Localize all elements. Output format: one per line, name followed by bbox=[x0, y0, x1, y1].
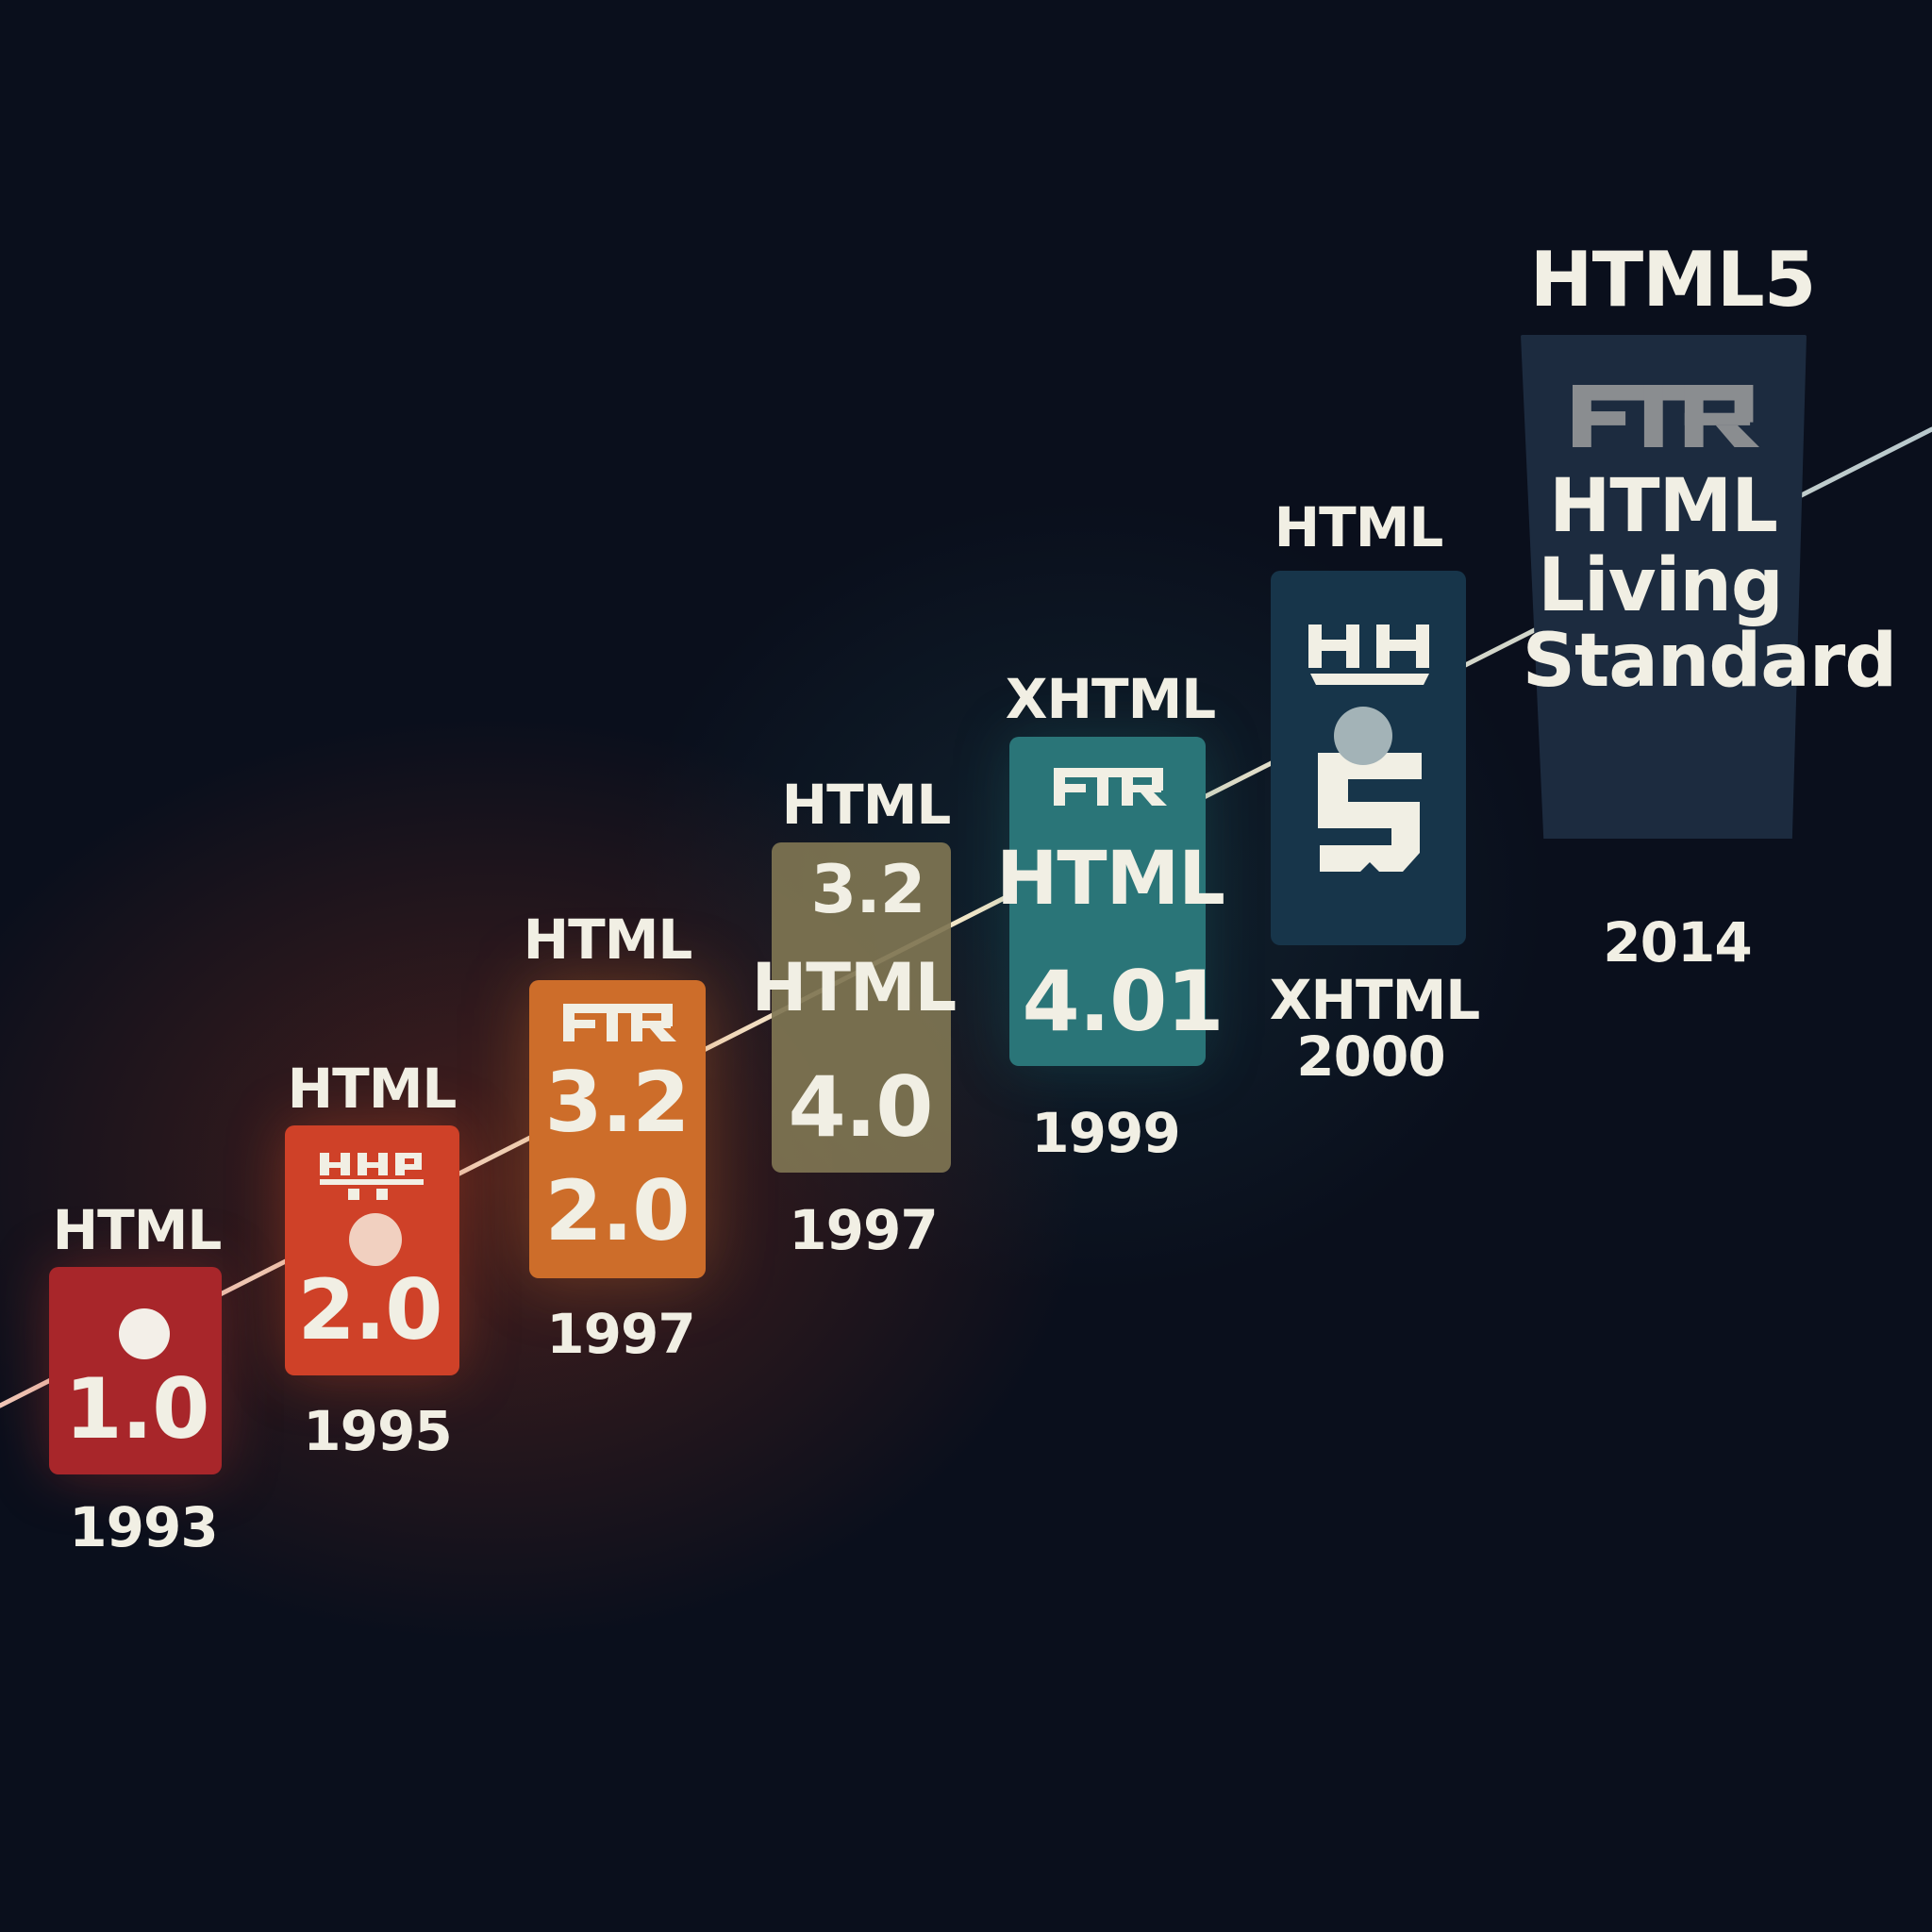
milestone-year: 1997 bbox=[789, 1198, 938, 1262]
milestone-version-line: HTML bbox=[751, 949, 958, 1026]
ftr-logo-icon bbox=[1566, 385, 1766, 447]
milestone-version-line: 3.2 bbox=[544, 1054, 691, 1151]
milestone-card-2014 bbox=[1521, 335, 1807, 839]
milestone-version-line: 3.2 bbox=[810, 851, 925, 928]
timeline-dot bbox=[1334, 707, 1392, 765]
milestone-label: HTML bbox=[523, 908, 693, 972]
milestone-year: 2014 bbox=[1603, 910, 1752, 974]
timeline-dot bbox=[349, 1213, 402, 1266]
milestone-version: 2.0 bbox=[297, 1261, 443, 1358]
milestone-card-1993 bbox=[49, 1267, 222, 1474]
milestone-label: HTML bbox=[1274, 495, 1444, 559]
milestone-year: 1995 bbox=[303, 1399, 452, 1463]
ftr-logo-icon bbox=[1050, 768, 1171, 806]
milestone-year-line: XHTML bbox=[1269, 968, 1480, 1032]
html5-shield-logo-icon bbox=[1308, 623, 1431, 887]
ftr-logo-icon bbox=[563, 1004, 676, 1041]
html-logo-mark-icon bbox=[320, 1153, 424, 1200]
milestone-card-1997-b bbox=[772, 842, 951, 1173]
milestone-version: 1.0 bbox=[64, 1360, 210, 1457]
milestone-version-line: 2.0 bbox=[544, 1162, 691, 1259]
milestone-label: HTML5 bbox=[1529, 236, 1817, 324]
milestone-label: HTML bbox=[781, 773, 952, 837]
milestone-year: 1993 bbox=[69, 1495, 218, 1559]
milestone-version-line: HTML bbox=[1549, 464, 1778, 549]
milestone-version-line: Living bbox=[1538, 543, 1783, 628]
milestone-version-line: 4.0 bbox=[788, 1058, 934, 1156]
timeline-dot bbox=[119, 1308, 170, 1359]
milestone-year: 1997 bbox=[546, 1302, 695, 1366]
milestone-label: HTML bbox=[287, 1057, 458, 1121]
milestone-year: 1999 bbox=[1031, 1101, 1180, 1165]
milestone-version-line: Standard bbox=[1522, 619, 1897, 704]
milestone-version-line: 4.01 bbox=[1022, 953, 1224, 1050]
milestone-year-line: 2000 bbox=[1296, 1024, 1445, 1089]
milestone-version-line: HTML bbox=[996, 837, 1225, 922]
milestone-label: HTML bbox=[52, 1198, 223, 1262]
milestone-label: XHTML bbox=[1005, 667, 1216, 731]
